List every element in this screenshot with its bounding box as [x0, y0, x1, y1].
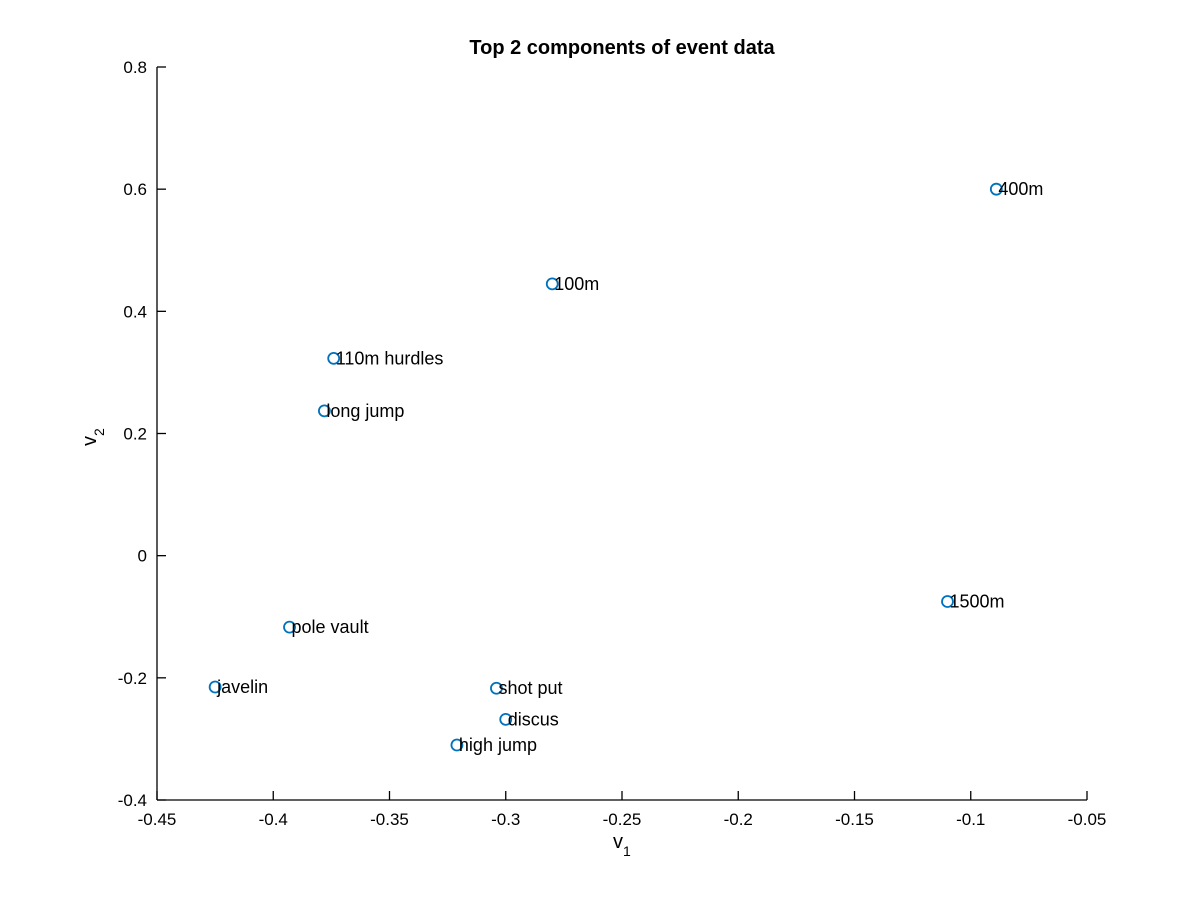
- data-point-label: long jump: [326, 401, 404, 421]
- x-tick-label: -0.35: [370, 810, 409, 829]
- x-tick-label: -0.05: [1068, 810, 1107, 829]
- data-point-marker: [208, 680, 222, 694]
- y-tick-label: 0.8: [123, 58, 147, 77]
- x-axis-label-main: v: [613, 831, 623, 853]
- data-point-marker: [317, 404, 331, 418]
- axes: [156, 67, 1087, 801]
- chart-title: Top 2 components of event data: [469, 37, 775, 59]
- data-point-marker: [450, 738, 464, 752]
- data-point-marker: [989, 182, 1003, 196]
- y-tick-label: 0.4: [123, 302, 147, 321]
- x-axis-label: v1: [613, 831, 631, 859]
- y-tick-label: -0.2: [118, 669, 147, 688]
- data-point-marker: [327, 351, 341, 365]
- data-point-marker: [545, 277, 559, 291]
- x-tick-label: -0.2: [724, 810, 753, 829]
- x-tick-label: -0.15: [835, 810, 874, 829]
- y-tick-label: 0: [138, 547, 147, 566]
- data-point-label: 400m: [998, 179, 1043, 199]
- x-tick-label: -0.45: [138, 810, 177, 829]
- y-tick-label: 0.2: [123, 425, 147, 444]
- data-point-marker: [490, 681, 503, 695]
- y-tick-label: -0.4: [118, 791, 147, 810]
- data-point-label: high jump: [459, 735, 537, 755]
- data-point-label: 110m hurdles: [336, 348, 444, 368]
- data-point-label: shot put: [498, 678, 562, 698]
- data-point-marker: [499, 712, 513, 726]
- data-point-label: 1500m: [950, 591, 1005, 611]
- x-tick-label: -0.1: [956, 810, 985, 829]
- y-tick-label: 0.6: [123, 180, 147, 199]
- data-point-label: javelin: [216, 677, 268, 697]
- data-point-label: pole vault: [292, 617, 369, 637]
- x-axis-label-subscript: 1: [623, 843, 631, 859]
- data-point-label: discus: [508, 709, 559, 729]
- data-point-marker: [941, 595, 954, 608]
- data-points: 400m 100m 110m hurdles long jump 1500m pole v…: [208, 179, 1043, 755]
- x-tick-label: -0.4: [259, 810, 288, 829]
- y-axis-label: v2: [79, 428, 107, 446]
- data-point-marker: [283, 620, 296, 634]
- x-tick-label: -0.25: [603, 810, 642, 829]
- y-axis-label-subscript: 2: [91, 428, 107, 436]
- data-point-label: 100m: [554, 274, 599, 294]
- x-tick-label: -0.3: [491, 810, 520, 829]
- y-axis-label-main: v: [79, 436, 101, 446]
- x-ticks: -0.45 -0.4 -0.35 -0.3 -0.25 -0.2 -0.15 -0.1 -0.0…: [138, 791, 1107, 829]
- y-ticks: -0.4 -0.2 0 0.2 0.4 0.6 0.8: [118, 58, 166, 810]
